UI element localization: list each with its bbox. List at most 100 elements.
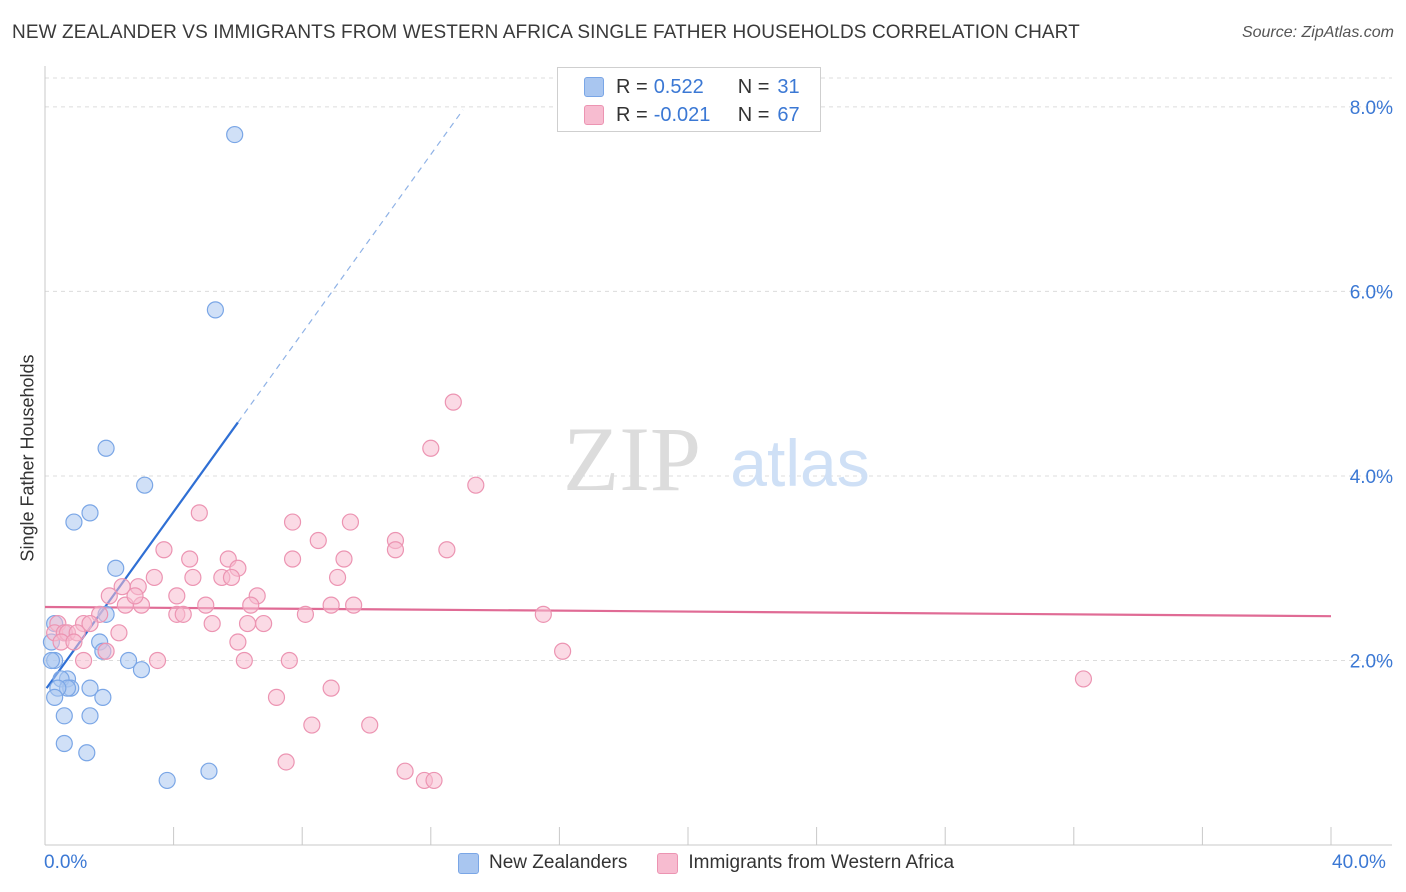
data-point-series-1 — [322, 679, 340, 697]
legend-n-label: N = — [737, 103, 770, 126]
data-point-series-1 — [554, 642, 572, 660]
data-point-series-0 — [65, 513, 83, 531]
data-point-series-0 — [94, 688, 112, 706]
data-point-series-1 — [534, 605, 552, 623]
data-point-series-1 — [110, 624, 128, 642]
data-point-series-1 — [100, 587, 118, 605]
axes — [44, 66, 1392, 846]
y-tick-label: 8.0% — [1350, 98, 1393, 119]
data-point-series-1 — [280, 651, 298, 670]
data-point-series-0 — [158, 771, 176, 790]
legend-swatch-blue — [584, 77, 604, 97]
data-point-series-1 — [181, 550, 199, 568]
data-point-series-1 — [168, 587, 186, 605]
data-point-series-1 — [155, 541, 173, 559]
data-point-series-1 — [467, 476, 485, 494]
legend-swatch-pink — [584, 105, 604, 125]
data-point-series-1 — [277, 753, 295, 771]
data-point-series-0 — [55, 734, 73, 753]
data-point-series-1 — [341, 513, 360, 531]
data-point-series-1 — [145, 568, 163, 587]
data-points — [42, 125, 1093, 790]
data-point-series-0 — [200, 762, 218, 780]
data-point-series-0 — [136, 476, 154, 494]
data-point-series-1 — [197, 596, 215, 614]
watermark-zip: ZIP — [563, 408, 701, 510]
data-point-series-1 — [190, 504, 208, 522]
series-legend-new-zealanders: New Zealanders — [458, 852, 627, 874]
data-point-series-1 — [303, 716, 321, 734]
y-axis-label: Single Father Households — [17, 354, 38, 562]
data-point-series-1 — [283, 513, 302, 531]
legend-n-value: 31 — [777, 75, 800, 98]
data-point-series-1 — [267, 688, 286, 706]
series-legend: New Zealanders Immigrants from Western A… — [458, 852, 984, 874]
trend-lines — [44, 109, 1332, 689]
data-point-series-0 — [206, 301, 224, 319]
y-tick-label: 2.0% — [1350, 651, 1393, 672]
y-tick-label: 6.0% — [1350, 282, 1393, 303]
data-point-series-0 — [42, 651, 61, 670]
data-point-series-1 — [255, 614, 273, 633]
legend-r-label: R = — [616, 75, 648, 98]
data-point-series-1 — [97, 642, 115, 660]
data-point-series-0 — [81, 504, 99, 522]
series-label: New Zealanders — [489, 852, 628, 873]
series-label: Immigrants from Western Africa — [688, 852, 955, 873]
data-point-series-1 — [345, 596, 363, 614]
legend-r-label: R = — [616, 103, 648, 126]
data-point-series-0 — [226, 125, 244, 144]
data-point-series-1 — [74, 651, 93, 670]
data-point-series-1 — [222, 568, 241, 587]
data-point-series-1 — [1074, 670, 1093, 688]
data-point-series-0 — [97, 439, 115, 457]
x-tick-label-max: 40.0% — [1332, 852, 1386, 873]
legend-row-new-zealanders: R = 0.522 N = 31 — [584, 72, 800, 102]
legend-r-value: 0.522 — [653, 75, 704, 98]
data-point-series-1 — [296, 605, 315, 623]
y-tick-labels: 2.0% 4.0% 6.0% 8.0% — [1350, 98, 1393, 673]
data-point-series-1 — [174, 605, 192, 623]
data-point-series-1 — [328, 568, 347, 587]
data-point-series-0 — [78, 744, 96, 762]
data-point-series-1 — [361, 716, 379, 734]
chart-title: NEW ZEALANDER VS IMMIGRANTS FROM WESTERN… — [12, 22, 1080, 43]
chart-source: Source: ZipAtlas.com — [1241, 24, 1394, 41]
data-point-series-0 — [132, 661, 151, 679]
gridlines — [45, 77, 1392, 661]
data-point-series-1 — [322, 596, 340, 614]
data-point-series-1 — [283, 550, 302, 568]
legend-r-value: -0.021 — [653, 103, 711, 126]
data-point-series-1 — [438, 541, 456, 559]
data-point-series-1 — [396, 762, 414, 780]
data-point-series-0 — [55, 707, 73, 725]
data-point-series-1 — [422, 439, 440, 457]
data-point-series-1 — [184, 568, 202, 587]
data-point-series-0 — [81, 707, 99, 725]
legend-n-value: 67 — [777, 103, 800, 126]
data-point-series-0 — [107, 559, 125, 577]
data-point-series-1 — [444, 393, 462, 411]
series-legend-western-africa: Immigrants from Western Africa — [657, 852, 954, 874]
series-swatch-pink — [657, 852, 679, 874]
watermark-atlas: atlas — [730, 426, 869, 500]
data-point-series-1 — [238, 614, 257, 633]
data-point-series-1 — [386, 541, 405, 559]
data-point-series-1 — [81, 614, 99, 633]
data-point-series-1 — [235, 651, 253, 670]
data-point-series-1 — [126, 587, 144, 605]
zipatlas-watermark: ZIP atlas — [563, 408, 870, 510]
data-point-series-1 — [309, 531, 327, 550]
data-point-series-1 — [203, 614, 221, 633]
data-point-series-1 — [242, 596, 260, 614]
trend-line-1 — [44, 605, 1332, 618]
data-point-series-1 — [229, 633, 247, 651]
data-point-series-1 — [335, 550, 353, 568]
x-tick-label-min: 0.0% — [44, 852, 88, 873]
legend-n-label: N = — [737, 75, 770, 98]
data-point-series-1 — [425, 771, 443, 790]
data-point-series-1 — [148, 651, 167, 670]
legend-row-western-africa: R = -0.021 N = 67 — [584, 100, 800, 130]
y-tick-label: 4.0% — [1350, 467, 1393, 488]
